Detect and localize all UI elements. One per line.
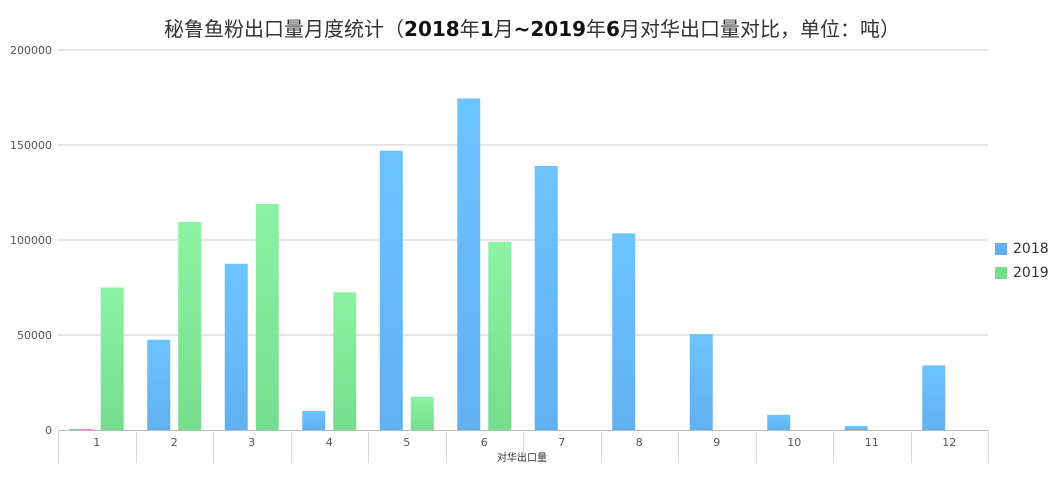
x-tick-label: 6 xyxy=(481,436,488,449)
x-tick-label: 7 xyxy=(558,436,565,449)
title-part: 秘鲁鱼粉出口量月度统计（ xyxy=(164,17,405,41)
x-tick-label: 8 xyxy=(636,436,643,449)
y-tick-label: 150000 xyxy=(10,139,52,152)
bar-2018-6 xyxy=(457,98,481,430)
bar-2018-12 xyxy=(922,365,946,430)
x-tick-label: 5 xyxy=(403,436,410,449)
legend-label: 2018 xyxy=(1013,241,1049,257)
bar-2019-5 xyxy=(410,396,434,430)
legend-item-2019[interactable]: 2019 xyxy=(995,261,1049,285)
bar-2019-1 xyxy=(100,287,124,430)
bar-2018-1 xyxy=(69,429,93,430)
bar-2018-8 xyxy=(612,233,636,430)
bar-2018-3 xyxy=(224,263,248,430)
bar-2018-11 xyxy=(844,426,868,430)
bar-2019-4 xyxy=(333,292,357,430)
grid-lines xyxy=(58,49,988,336)
y-axis-ticks: 0 50000 100000 150000 200000 xyxy=(10,44,52,437)
bar-2019-2 xyxy=(178,221,202,430)
bars xyxy=(69,98,946,430)
x-axis-label: 对华出口量 xyxy=(497,451,547,464)
legend-label: 2019 xyxy=(1013,265,1049,281)
y-tick-label: 200000 xyxy=(10,44,52,57)
bar-2018-9 xyxy=(689,334,713,430)
bar-2018-2 xyxy=(147,339,171,430)
x-tick-label: 10 xyxy=(787,436,801,449)
x-tick-label: 4 xyxy=(326,436,333,449)
y-tick-label: 50000 xyxy=(17,329,52,342)
x-tick-label: 9 xyxy=(713,436,720,449)
x-axis: 1 2 3 4 5 6 7 8 9 10 11 12 xyxy=(58,430,989,463)
title-part: 1 xyxy=(479,17,494,41)
title-part: 年 xyxy=(586,17,607,41)
bar-2018-7 xyxy=(534,165,558,430)
y-tick-label: 0 xyxy=(45,424,52,437)
title-part: 月 xyxy=(493,17,514,41)
title-part: 月对华出口量对比，单位：吨） xyxy=(619,17,900,41)
title-part: 年 xyxy=(459,17,480,41)
legend-swatch xyxy=(995,267,1007,279)
x-tick-label: 12 xyxy=(942,436,956,449)
bar-2019-3 xyxy=(255,203,279,430)
y-tick-label: 100000 xyxy=(10,234,52,247)
title-part: 6 xyxy=(606,17,620,41)
x-tick-label: 11 xyxy=(865,436,879,449)
title-part: 2018 xyxy=(404,17,460,41)
bar-2018-5 xyxy=(379,150,403,430)
x-tick-label: 3 xyxy=(248,436,255,449)
bar-2018-4 xyxy=(302,411,326,430)
legend-swatch xyxy=(995,243,1007,255)
title-part: ~2019 xyxy=(513,17,587,41)
x-tick-label: 2 xyxy=(171,436,178,449)
chart-title: 秘鲁鱼粉出口量月度统计（2018年1月~2019年6月对华出口量对比，单位：吨） xyxy=(0,13,1064,42)
legend-item-2018[interactable]: 2018 xyxy=(995,237,1049,261)
bar-2018-10 xyxy=(767,414,791,430)
legend: 2018 2019 xyxy=(995,237,1049,285)
bar-2019-6 xyxy=(488,241,512,430)
x-tick-label: 1 xyxy=(93,436,100,449)
